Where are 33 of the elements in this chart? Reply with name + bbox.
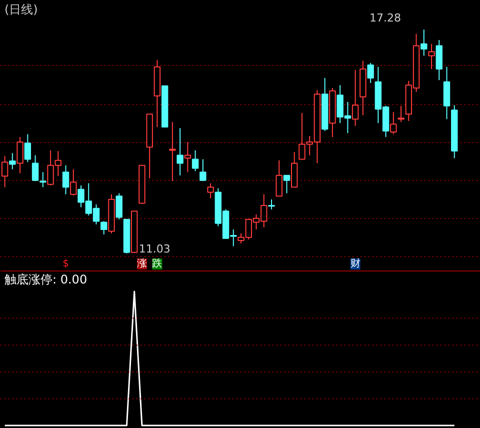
chart-title: 触底涨停: 0.00 (4, 272, 88, 286)
candlestick (169, 122, 176, 182)
candlestick (398, 105, 404, 123)
candlestick (184, 142, 192, 173)
chart-title: (日线) (4, 2, 38, 16)
candlestick (100, 220, 108, 235)
annotation: 11.03 (138, 242, 170, 256)
candlestick (352, 70, 359, 126)
candlestick (276, 160, 282, 197)
candlestick (291, 152, 298, 188)
candlestick (192, 150, 199, 172)
text: 涨 (136, 258, 147, 270)
text: 财 (350, 258, 360, 270)
text: 17.28 (370, 12, 402, 25)
text: $ (62, 258, 69, 270)
candlestick (16, 136, 24, 174)
candlestick (176, 128, 184, 176)
candlestick (283, 174, 290, 194)
candlestick (420, 29, 428, 56)
candlestick (207, 182, 214, 199)
candlestick (24, 134, 32, 163)
text: 跌 (152, 258, 162, 270)
candlestick (428, 43, 435, 70)
candlestick (443, 66, 450, 120)
candlestick (9, 152, 16, 170)
candlestick (390, 111, 397, 135)
candlestick (70, 168, 77, 196)
candlestick (436, 39, 442, 81)
candlestick (116, 192, 122, 220)
candlestick (62, 164, 70, 195)
candlestick (200, 158, 206, 182)
candlestick (367, 62, 374, 84)
candlestick (268, 198, 275, 210)
